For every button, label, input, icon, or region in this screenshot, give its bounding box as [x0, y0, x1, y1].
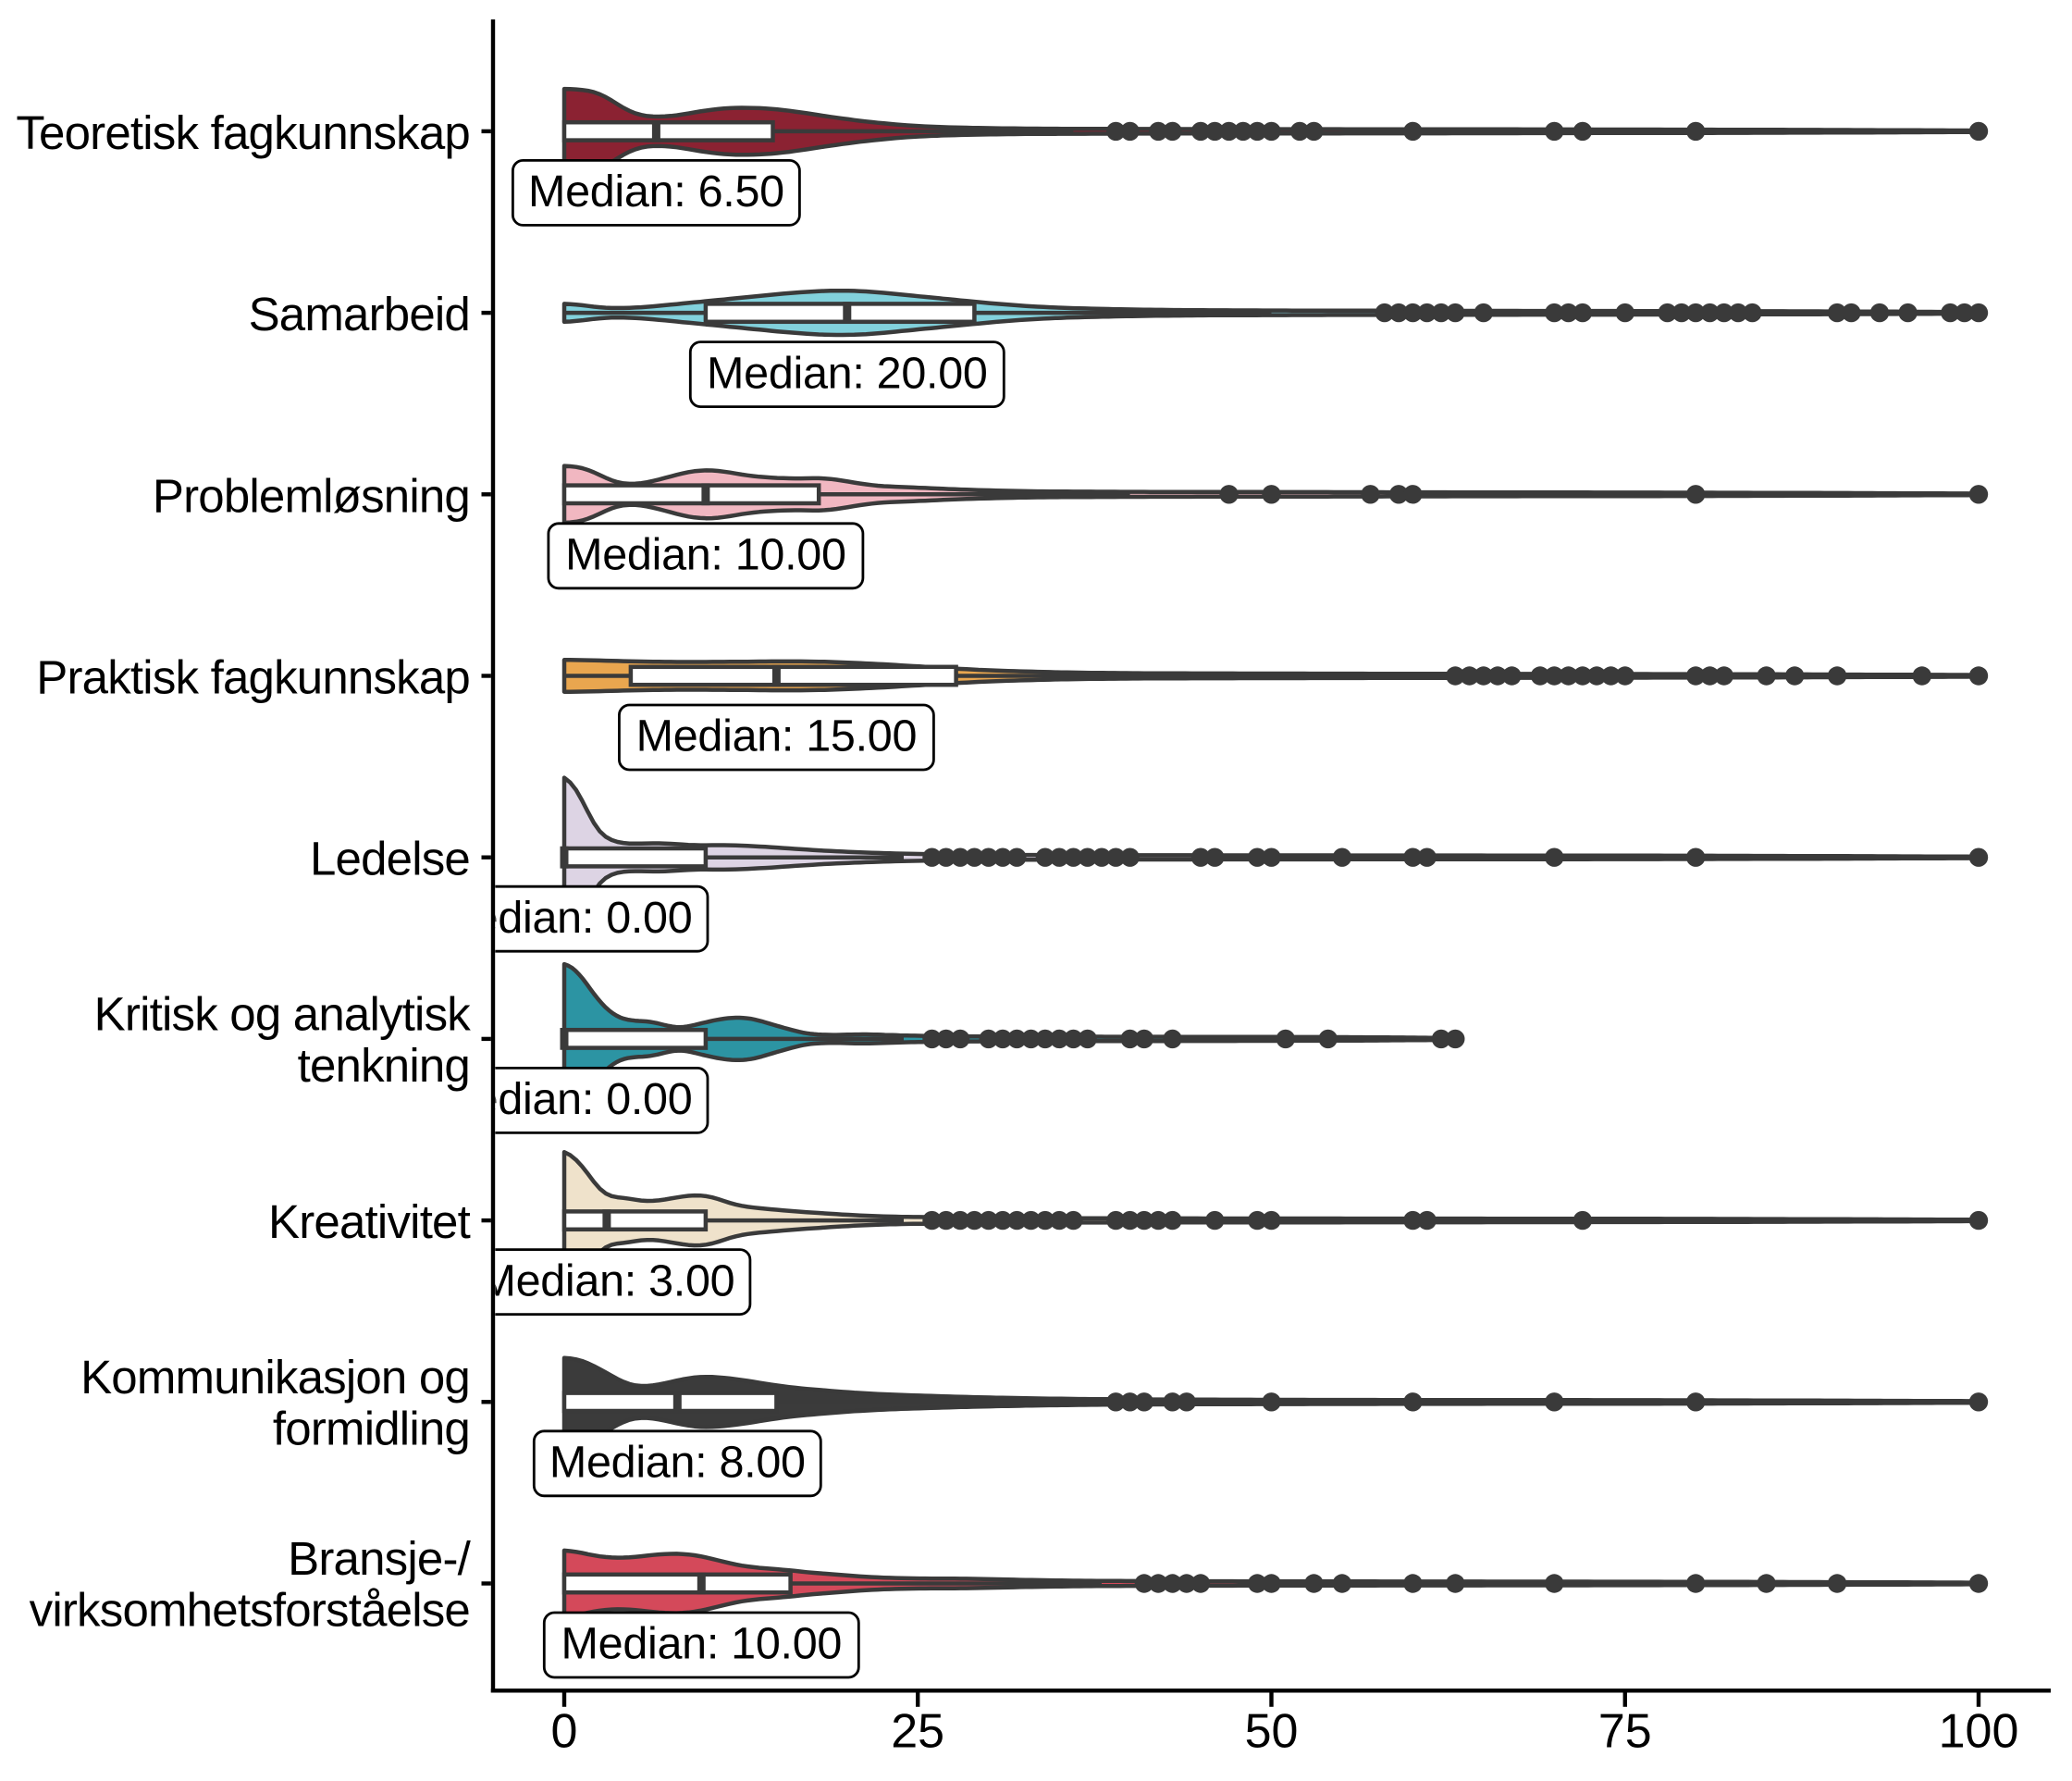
svg-text:Median: 10.00: Median: 10.00 — [561, 1619, 843, 1669]
svg-text:Bransje-/: Bransje-/ — [288, 1532, 472, 1585]
svg-text:Median: 0.00: Median: 0.00 — [437, 1074, 693, 1124]
svg-text:Median: 10.00: Median: 10.00 — [565, 530, 846, 580]
svg-text:tenkning: tenkning — [298, 1039, 470, 1092]
svg-text:Teoretisk fagkunnskap: Teoretisk fagkunnskap — [16, 106, 470, 159]
svg-text:100: 100 — [1939, 1705, 2019, 1759]
svg-text:Kritisk og analytisk: Kritisk og analytisk — [94, 987, 472, 1040]
svg-text:Median: 8.00: Median: 8.00 — [549, 1438, 806, 1488]
svg-text:Median: 3.00: Median: 3.00 — [478, 1255, 734, 1305]
svg-text:virksomhetsforståelse: virksomhetsforståelse — [30, 1584, 470, 1637]
svg-text:25: 25 — [891, 1705, 944, 1759]
svg-text:Median: 6.50: Median: 6.50 — [528, 167, 784, 216]
svg-text:Problemløsning: Problemløsning — [153, 469, 470, 522]
svg-text:75: 75 — [1598, 1705, 1652, 1759]
svg-text:Praktisk fagkunnskap: Praktisk fagkunnskap — [36, 651, 470, 704]
svg-text:Ledelse: Ledelse — [310, 833, 470, 885]
svg-text:Median: 0.00: Median: 0.00 — [437, 893, 693, 943]
svg-text:50: 50 — [1245, 1705, 1299, 1759]
svg-text:Median: 15.00: Median: 15.00 — [636, 711, 918, 761]
svg-text:Samarbeid: Samarbeid — [249, 288, 470, 340]
svg-text:Kommunikasjon og: Kommunikasjon og — [80, 1351, 470, 1404]
svg-text:Kreativitet: Kreativitet — [268, 1195, 471, 1248]
svg-text:Median: 20.00: Median: 20.00 — [707, 348, 988, 398]
svg-text:0: 0 — [551, 1705, 578, 1759]
svg-text:formidling: formidling — [273, 1402, 470, 1454]
